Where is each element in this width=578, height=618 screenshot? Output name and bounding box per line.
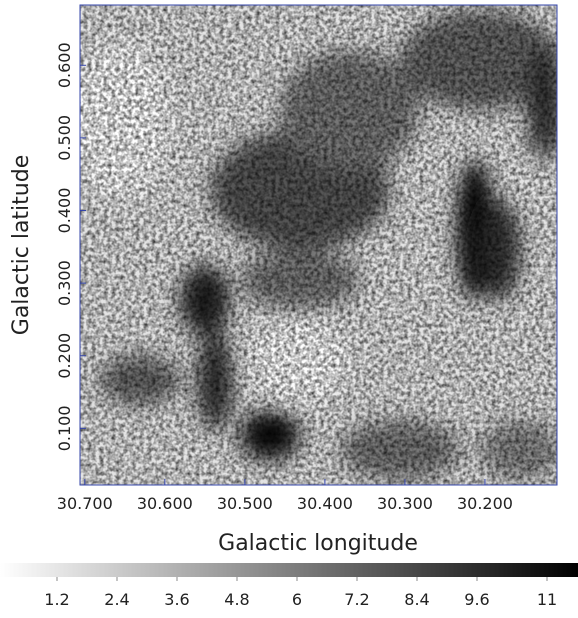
x-tick-label: 30.300 xyxy=(377,494,433,513)
colorbar-tick-label: 8.4 xyxy=(404,590,429,609)
y-tick-label: 0.600 xyxy=(55,42,74,88)
colorbar xyxy=(0,563,578,577)
y-tick-label: 0.500 xyxy=(55,115,74,161)
colorbar-tick-label: 6 xyxy=(292,590,302,609)
x-tick-label: 30.700 xyxy=(57,494,113,513)
image xyxy=(80,5,557,485)
y-tick-label: 0.400 xyxy=(55,188,74,234)
x-tick-label: 30.500 xyxy=(217,494,273,513)
colorbar-tick-label: 7.2 xyxy=(344,590,369,609)
x-tick-label: 30.200 xyxy=(457,494,513,513)
x-axis-label: Galactic longitude xyxy=(218,531,418,556)
y-tick-label: 0.100 xyxy=(55,405,74,451)
y-tick-label: 0.300 xyxy=(55,260,74,306)
x-tick-label: 30.600 xyxy=(137,494,193,513)
colorbar-tick-label: 11 xyxy=(537,590,557,609)
colorbar-tick-label: 4.8 xyxy=(224,590,249,609)
y-axis-label: Galactic latitude xyxy=(9,155,34,335)
x-tick-label: 30.400 xyxy=(297,494,353,513)
colorbar-tick-label: 3.6 xyxy=(164,590,189,609)
colorbar-tick-label: 2.4 xyxy=(104,590,129,609)
y-tick-label: 0.200 xyxy=(55,333,74,379)
colorbar-tick-label: 9.6 xyxy=(464,590,489,609)
colorbar-tick-label: 1.2 xyxy=(44,590,69,609)
plot-frame xyxy=(79,4,558,486)
